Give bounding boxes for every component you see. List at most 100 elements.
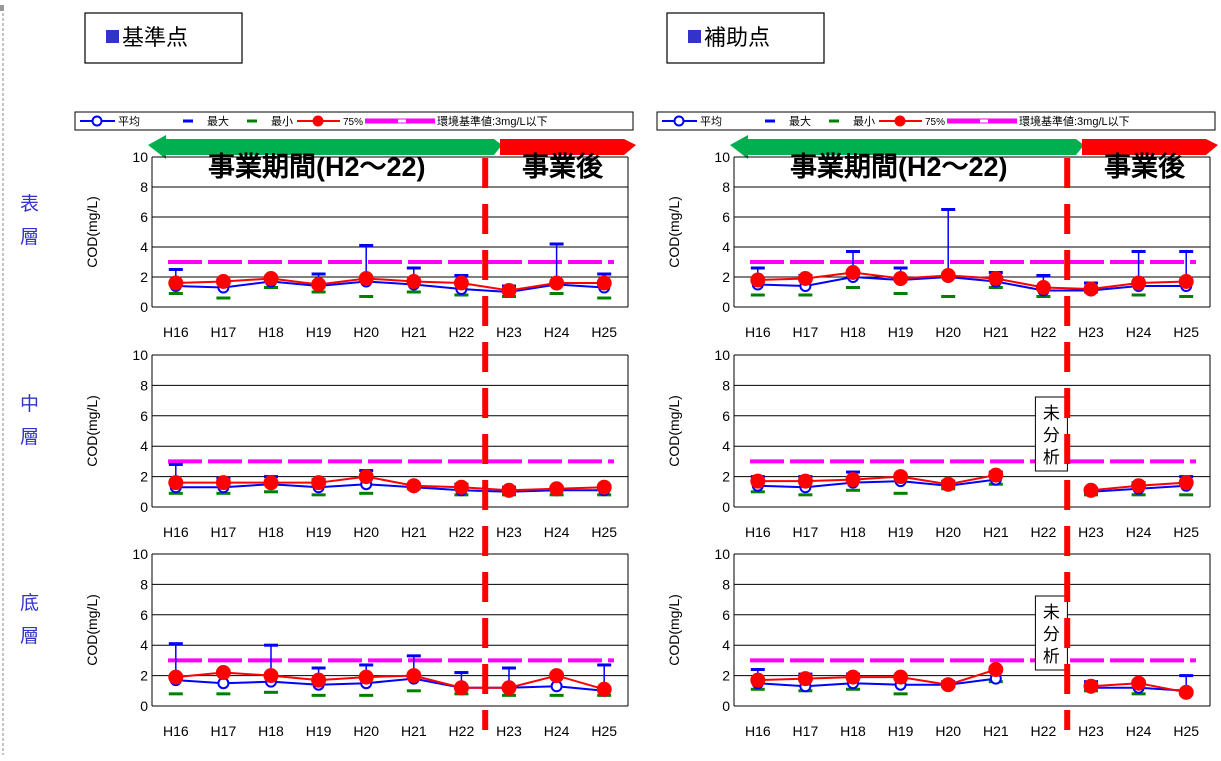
- p75-point: [940, 476, 956, 492]
- p75-point: [1083, 678, 1099, 694]
- x-tick-label: H19: [306, 324, 332, 340]
- y-tick-label: 0: [140, 698, 148, 714]
- chart-plot: 0 2 4 6 8 10 COD(mg/L) H16 H17 H18 H19 H20 H21 H22 H23…: [84, 546, 629, 739]
- x-tick-label: H23: [496, 723, 522, 739]
- y-tick-label: 2: [140, 668, 148, 684]
- p75-point: [893, 271, 909, 286]
- mean-series-line: [757, 677, 996, 688]
- no-analysis-char: 分: [1043, 426, 1060, 445]
- x-tick-label: H18: [258, 524, 284, 540]
- layer-label-char: 層: [20, 427, 39, 448]
- y-tick-label: 8: [722, 377, 730, 393]
- x-tick-label: H23: [496, 324, 522, 340]
- layer-label-char: 層: [20, 626, 39, 647]
- y-tick-label: 8: [140, 576, 148, 592]
- y-tick-label: 6: [140, 607, 148, 623]
- y-axis-label: COD(mg/L): [84, 395, 100, 467]
- y-tick-label: 2: [140, 269, 148, 285]
- x-tick-label: H25: [591, 524, 617, 540]
- x-tick-label: H24: [1126, 723, 1152, 739]
- p75-point: [750, 672, 766, 688]
- y-tick-label: 10: [132, 546, 148, 562]
- x-tick-label: H20: [935, 524, 961, 540]
- p75-point: [406, 274, 422, 289]
- x-tick-label: H24: [544, 723, 570, 739]
- section-title-hojoten: 補助点: [666, 12, 825, 64]
- p75-point: [845, 472, 861, 488]
- p75-point: [549, 481, 565, 497]
- chart-plot: 0 2 4 6 8 10 COD(mg/L) H16 H17 H18 H19 H20 H21 H22 H23…: [666, 149, 1211, 340]
- left-margin-marker: [0, 5, 4, 11]
- x-tick-label: H23: [1078, 524, 1104, 540]
- legend-min-label: 最小: [271, 115, 293, 128]
- x-tick-label: H19: [888, 524, 914, 540]
- x-tick-label: H24: [1126, 324, 1152, 340]
- mean-series-line: [175, 483, 605, 493]
- p75-point: [358, 469, 374, 485]
- x-tick-label: H18: [840, 324, 866, 340]
- y-tick-label: 8: [140, 377, 148, 393]
- p75-point: [501, 283, 517, 298]
- p75-point: [311, 475, 327, 491]
- p75-point: [263, 668, 279, 684]
- y-tick-label: 10: [132, 149, 148, 165]
- x-tick-label: H18: [840, 723, 866, 739]
- y-axis-label: COD(mg/L): [666, 196, 682, 268]
- chart-legend: 平均 最大 最小 75% 環境基準値:3mg/L以下: [656, 111, 1216, 131]
- x-tick-label: H16: [745, 723, 771, 739]
- x-tick-label: H24: [544, 524, 570, 540]
- p75-point: [845, 669, 861, 685]
- x-tick-label: H17: [793, 324, 819, 340]
- p75-point: [215, 475, 231, 491]
- red-arrow: [500, 139, 636, 155]
- green-arrow: [148, 135, 502, 159]
- section-title-text: 基準点: [122, 25, 188, 50]
- layer-label: 底層: [20, 592, 39, 647]
- y-axis-label: COD(mg/L): [666, 395, 682, 467]
- y-tick-label: 6: [140, 408, 148, 424]
- p75-point: [263, 475, 279, 491]
- title-square-icon: [106, 30, 119, 43]
- project-period-banner: 事業期間(H2～22) 事業後: [730, 135, 1218, 182]
- x-tick-label: H22: [1031, 524, 1057, 540]
- x-tick-label: H16: [745, 524, 771, 540]
- y-axis-label: COD(mg/L): [666, 594, 682, 666]
- p75-point: [168, 475, 184, 491]
- p75-point: [358, 271, 374, 286]
- x-tick-label: H17: [211, 723, 237, 739]
- y-tick-label: 10: [714, 149, 730, 165]
- x-tick-label: H16: [163, 524, 189, 540]
- x-tick-label: H25: [1173, 723, 1199, 739]
- p75-point: [750, 473, 766, 489]
- no-analysis-box: 未分析: [1034, 396, 1068, 472]
- x-tick-label: H20: [353, 723, 379, 739]
- y-tick-label: 0: [140, 499, 148, 515]
- mean-series-line: [175, 677, 605, 692]
- x-tick-label: H16: [745, 324, 771, 340]
- x-tick-label: H16: [163, 324, 189, 340]
- y-tick-label: 8: [140, 179, 148, 195]
- y-tick-label: 2: [722, 668, 730, 684]
- legend-p75-label: 75%: [925, 117, 945, 128]
- x-tick-label: H18: [840, 524, 866, 540]
- p75-point: [596, 681, 612, 697]
- layer-label-char: 中: [20, 393, 39, 415]
- p75-point: [1178, 684, 1194, 700]
- x-tick-label: H17: [793, 524, 819, 540]
- p75-point: [215, 274, 231, 289]
- no-analysis-char: 析: [1043, 647, 1060, 666]
- layer-label: 表層: [20, 193, 39, 248]
- y-tick-label: 4: [722, 239, 730, 255]
- x-tick-label: H21: [401, 524, 427, 540]
- p75-point: [406, 668, 422, 684]
- y-tick-label: 6: [722, 209, 730, 225]
- p75-point: [549, 668, 565, 684]
- no-analysis-box: 未分析: [1034, 595, 1068, 671]
- x-tick-label: H22: [1031, 723, 1057, 739]
- chart-plot: 0 2 4 6 8 10 COD(mg/L) H16 H17 H18 H19 H20 H21 H22 H23…: [84, 347, 629, 540]
- p75-point: [750, 272, 766, 288]
- y-tick-label: 0: [722, 698, 730, 714]
- x-tick-label: H20: [935, 324, 961, 340]
- legend-standard-label: 環境基準値:3mg/L以下: [437, 114, 548, 128]
- p75-point: [1131, 675, 1147, 691]
